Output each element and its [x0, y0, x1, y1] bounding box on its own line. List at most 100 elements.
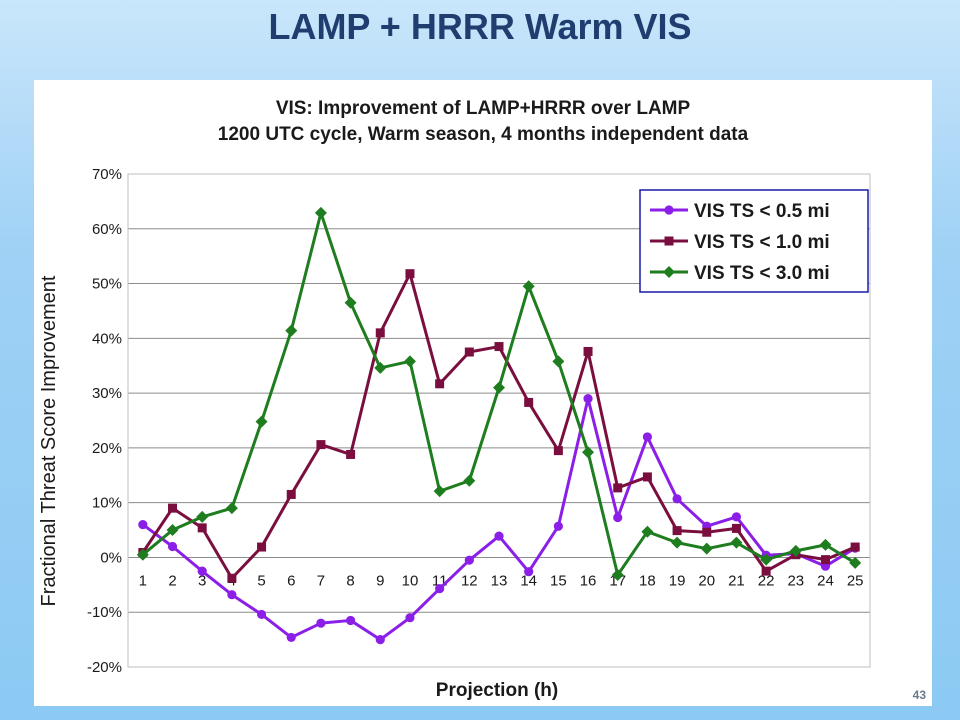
data-point — [344, 296, 357, 309]
data-point — [761, 566, 771, 576]
data-point — [642, 472, 652, 482]
data-point — [700, 542, 713, 555]
x-axis-label: Projection (h) — [436, 680, 558, 701]
data-point — [671, 536, 684, 549]
x-tick-label: 12 — [461, 572, 478, 589]
data-point — [819, 538, 832, 551]
page-number: 43 — [912, 688, 926, 702]
data-point — [493, 381, 505, 394]
data-point — [168, 503, 178, 513]
data-point — [641, 525, 654, 538]
data-point — [405, 269, 415, 279]
chart-panel: VIS: Improvement of LAMP+HRRR over LAMP … — [34, 80, 932, 706]
data-point — [789, 544, 802, 557]
series-1 — [138, 393, 860, 645]
legend-item: VIS TS < 3.0 mi — [650, 263, 830, 284]
x-tick-label: 20 — [698, 572, 715, 589]
x-tick-label: 18 — [639, 572, 656, 589]
slide-title: LAMP + HRRR Warm VIS — [268, 6, 692, 47]
data-point — [613, 512, 623, 523]
data-point — [196, 510, 209, 523]
data-point — [346, 615, 356, 626]
y-tick-label: 50% — [92, 276, 122, 293]
data-point — [227, 573, 237, 583]
data-point — [286, 489, 296, 499]
data-point — [227, 590, 237, 600]
plot-area — [127, 173, 871, 668]
chart-subtitle: 1200 UTC cycle, Warm season, 4 months in… — [218, 124, 749, 145]
data-point — [463, 474, 476, 487]
x-tick-label: 24 — [817, 572, 834, 589]
data-point — [524, 567, 534, 577]
legend-label: VIS TS < 3.0 mi — [694, 263, 830, 284]
data-point — [316, 618, 326, 628]
data-point — [375, 328, 385, 338]
data-point — [256, 609, 267, 620]
y-tick-label: 70% — [92, 166, 122, 183]
data-point — [314, 206, 327, 219]
data-point — [464, 555, 474, 565]
data-point — [760, 553, 773, 566]
data-point — [435, 584, 445, 594]
data-point — [642, 432, 653, 442]
chart-title: VIS: Improvement of LAMP+HRRR over LAMP — [276, 98, 691, 119]
data-point — [197, 523, 207, 533]
x-tick-label: 7 — [317, 572, 325, 589]
x-tick-label: 6 — [287, 572, 295, 589]
x-tick-label: 25 — [847, 572, 864, 589]
data-point — [730, 536, 743, 549]
x-tick-label: 19 — [669, 572, 686, 589]
data-point — [702, 527, 712, 537]
data-point — [553, 446, 563, 456]
x-tick-label: 15 — [550, 572, 567, 589]
x-tick-label: 16 — [580, 572, 597, 589]
data-point — [524, 397, 534, 407]
data-point — [433, 485, 446, 498]
x-tick-label: 22 — [758, 572, 775, 589]
data-point — [494, 342, 504, 352]
data-point — [435, 379, 445, 389]
y-tick-label: 0% — [100, 549, 122, 566]
data-point — [583, 346, 593, 356]
data-point — [403, 355, 416, 368]
data-point — [375, 635, 385, 645]
data-point — [731, 523, 741, 533]
data-point — [257, 542, 267, 552]
data-point — [553, 521, 563, 531]
legend-item: VIS TS < 0.5 mi — [650, 201, 830, 222]
data-point — [197, 566, 207, 576]
x-tick-label: 9 — [376, 572, 384, 589]
data-point — [613, 483, 623, 493]
legend-item: VIS TS < 1.0 mi — [650, 232, 830, 253]
y-tick-label: -10% — [87, 604, 122, 621]
series-layer — [136, 206, 862, 645]
data-point — [286, 632, 296, 643]
series-3 — [136, 206, 862, 581]
data-point — [522, 280, 535, 293]
data-point — [611, 568, 624, 581]
y-tick-label: 10% — [92, 495, 122, 512]
y-tick-label: 40% — [92, 330, 122, 347]
data-point — [405, 613, 415, 623]
x-tick-label: 23 — [787, 572, 804, 589]
data-point — [225, 502, 238, 515]
data-point — [849, 556, 862, 569]
legend-marker — [663, 266, 675, 278]
x-tick-label: 1 — [139, 572, 147, 589]
x-tick-label: 13 — [491, 572, 508, 589]
data-point — [346, 449, 356, 459]
data-point — [850, 542, 860, 552]
x-tick-label: 21 — [728, 572, 745, 589]
legend: VIS TS < 0.5 mi VIS TS < 1.0 mi VIS TS < 3… — [639, 189, 869, 293]
data-point — [374, 361, 387, 374]
y-axis-label: Fractional Threat Score Improvement — [38, 275, 60, 606]
legend-label: VIS TS < 0.5 mi — [694, 201, 830, 222]
y-tick-label: 60% — [92, 221, 122, 238]
data-point — [166, 524, 179, 537]
data-point — [494, 531, 504, 541]
x-tick-label: 3 — [198, 572, 206, 589]
x-tick-label: 8 — [346, 572, 354, 589]
legend-marker — [664, 205, 674, 215]
data-point — [820, 555, 830, 565]
data-point — [285, 324, 298, 337]
